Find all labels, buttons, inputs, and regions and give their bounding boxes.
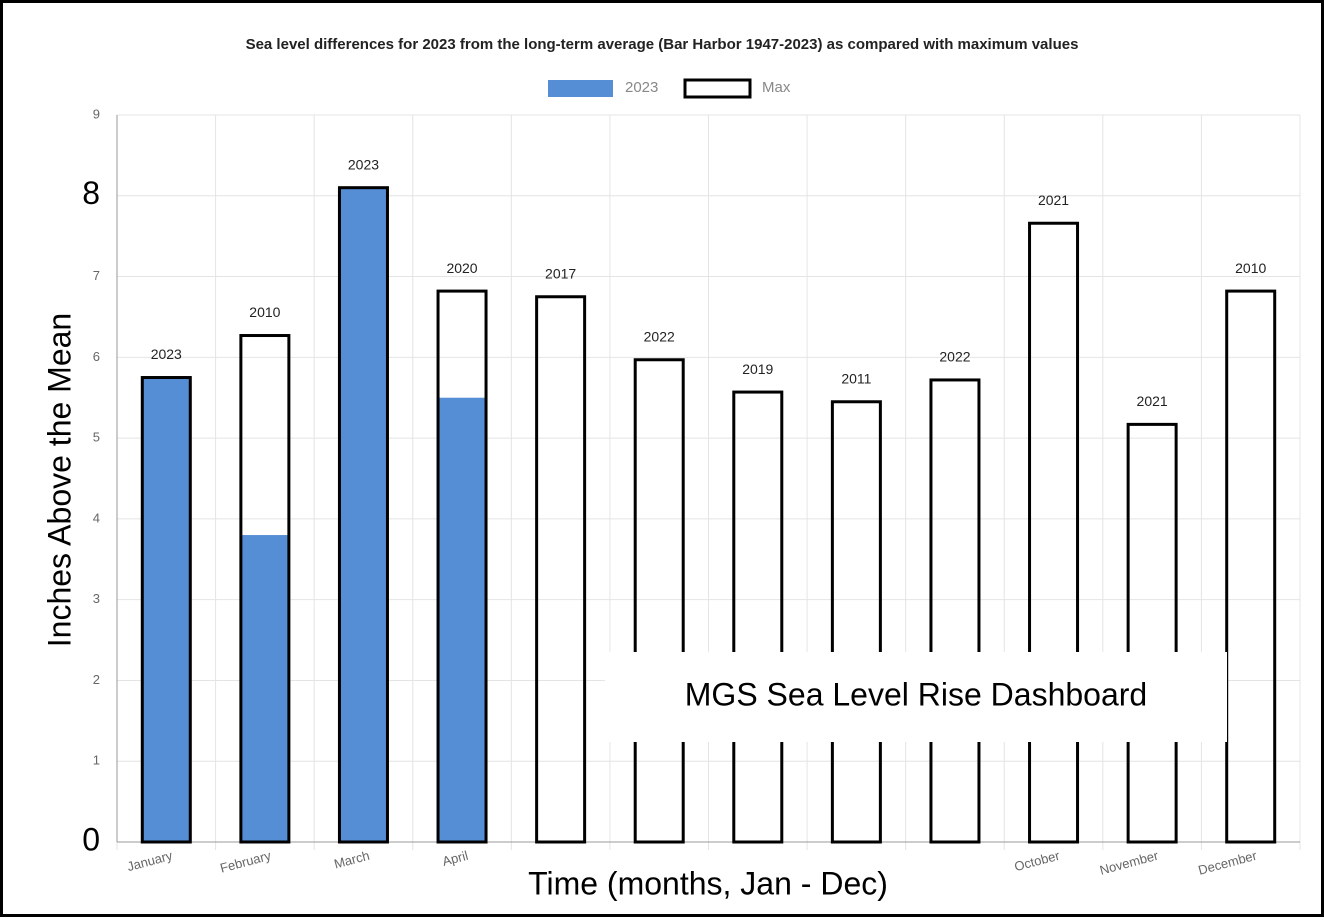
chart-title: Sea level differences for 2023 from the … [246, 36, 1079, 53]
bar-max [732, 390, 784, 844]
bar-max [1126, 422, 1178, 844]
year-label: 2022 [644, 328, 675, 344]
bar-2023 [339, 187, 388, 842]
y-tick-label: 8 [82, 175, 100, 211]
legend-swatch [683, 78, 752, 99]
legend-label: 2023 [625, 79, 658, 96]
overlay-title: MGS Sea Level Rise Dashboard [685, 676, 1147, 712]
bar-max [436, 289, 488, 844]
year-label: 2019 [742, 361, 773, 377]
y-tick-label: 2 [93, 672, 100, 687]
bar-max [1028, 221, 1080, 844]
legend-swatch [548, 80, 613, 97]
year-label: 2023 [348, 156, 379, 172]
overlay-box [605, 652, 1227, 742]
bar-max [830, 400, 882, 844]
bar-max [535, 295, 587, 844]
y-tick-label: 7 [93, 268, 100, 283]
year-label: 2010 [249, 304, 280, 320]
bar-max [337, 186, 389, 844]
legend-label: Max [762, 79, 791, 96]
y-tick-label: 1 [93, 753, 100, 768]
year-label: 2020 [446, 260, 477, 276]
x-axis-label: Time (months, Jan - Dec) [528, 865, 888, 901]
y-axis-label: Inches Above the Mean [41, 313, 77, 647]
bar-2023 [438, 397, 487, 842]
year-label: 2011 [841, 370, 871, 386]
bar-max [239, 334, 291, 844]
x-label-box [485, 860, 930, 910]
bar-max [1225, 289, 1277, 844]
year-label: 2010 [1235, 260, 1266, 276]
year-label: 2021 [1038, 192, 1069, 208]
year-label: 2023 [151, 346, 182, 362]
y-tick-label: 4 [93, 510, 100, 525]
y-tick-label: 0 [82, 821, 100, 857]
year-label: 2022 [939, 349, 970, 365]
bar-2023 [142, 377, 191, 842]
bar-max [929, 378, 981, 844]
y-tick-label: 6 [93, 349, 100, 364]
y-tick-label: 5 [93, 430, 100, 445]
bar-max [140, 376, 192, 844]
y-tick-label: 9 [93, 106, 100, 121]
bar-2023 [240, 535, 289, 842]
bar-max [633, 358, 685, 844]
x-tick-label: April [441, 848, 470, 869]
y-tick-label: 3 [93, 591, 100, 606]
year-label: 2017 [545, 265, 576, 281]
year-label: 2021 [1137, 393, 1168, 409]
